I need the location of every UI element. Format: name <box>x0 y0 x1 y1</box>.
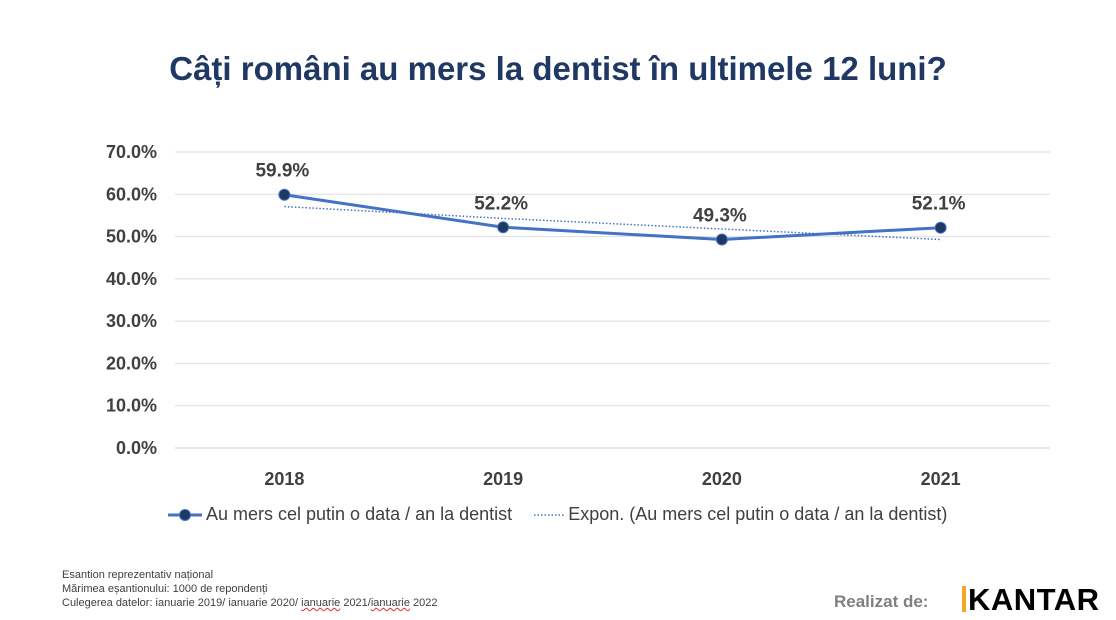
y-tick-label: 20.0% <box>106 353 157 373</box>
data-point <box>715 233 728 246</box>
y-tick-label: 30.0% <box>106 311 157 331</box>
note-collection: Culegerea datelor: ianuarie 2019/ ianuar… <box>62 597 438 609</box>
legend-item-trend: Expon. (Au mers cel putin o data / an la… <box>534 504 947 525</box>
y-axis-ticks: 0.0% 10.0% 20.0% 30.0% 40.0% 50.0% 60.0% 70.0% <box>106 142 157 458</box>
x-tick-label: 2018 <box>264 469 304 489</box>
data-point <box>497 221 510 234</box>
x-tick-label: 2019 <box>483 469 523 489</box>
data-label: 52.1% <box>912 194 966 215</box>
line-chart: 0.0%10.0%20.0%30.0%40.0%50.0%60.0%70.0% … <box>106 142 1050 489</box>
data-point <box>278 188 291 201</box>
legend-item-series: Au mers cel putin o data / an la dentist <box>168 504 512 525</box>
credit-label: Realizat de: <box>834 592 929 611</box>
data-label: 59.9% <box>255 161 309 182</box>
y-tick-label: 40.0% <box>106 269 157 289</box>
y-tick-label: 60.0% <box>106 184 157 204</box>
data-label: 49.3% <box>693 206 747 227</box>
x-tick-label: 2021 <box>921 469 961 489</box>
series-line <box>284 193 941 242</box>
footnotes: Esantion reprezentativ național Mărimea … <box>62 568 438 610</box>
legend-label-trend: Expon. (Au mers cel putin o data / an la… <box>568 504 948 524</box>
y-tick-label: 70.0% <box>106 142 157 162</box>
y-tick-label: 0.0% <box>116 438 157 458</box>
note-sample: Esantion reprezentativ național <box>62 569 214 581</box>
chart-title: Câți români au mers la dentist în ultime… <box>169 50 947 87</box>
data-points <box>278 188 947 246</box>
data-point <box>934 221 947 234</box>
legend: Au mers cel putin o data / an la dentist… <box>168 504 947 525</box>
legend-label-series: Au mers cel putin o data / an la dentist <box>206 504 513 524</box>
y-tick-label: 10.0% <box>106 396 157 416</box>
legend-line-marker-icon <box>168 508 202 521</box>
y-tick-label: 50.0% <box>106 227 157 247</box>
x-tick-label: 2020 <box>702 469 742 489</box>
data-labels: 59.9% 52.2% 49.3% 52.1% <box>255 161 965 227</box>
legend-dotted-line-icon <box>534 513 565 516</box>
x-axis-ticks: 2018 2019 2020 2021 <box>264 469 960 489</box>
data-label: 52.2% <box>474 193 528 214</box>
kantar-logo: KANTAR <box>962 582 1100 618</box>
logo-accent-icon <box>962 586 966 612</box>
note-sample-size: Mărimea eșantionului: 1000 de repondenți <box>62 583 268 595</box>
gridlines <box>175 151 1050 449</box>
